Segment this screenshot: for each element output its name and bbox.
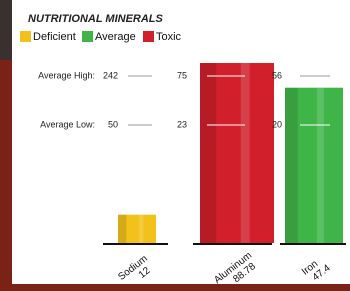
reference-value: 23 [177, 119, 187, 129]
reference-value: 75 [177, 70, 187, 80]
legend-label: Deficient [33, 31, 76, 43]
reference-value: 242 [103, 70, 118, 80]
chart: NUTRITIONAL MINERALS Deficient Average Tox… [0, 0, 350, 291]
legend-label: Average [95, 31, 136, 43]
bar-shade [285, 88, 298, 243]
legend-label: Toxic [156, 31, 182, 43]
legend-swatch [82, 31, 93, 42]
bar-highlight [139, 215, 144, 243]
bar-highlight [241, 63, 250, 243]
legend-swatch [20, 31, 31, 42]
reference-label: Average High: [38, 70, 95, 80]
corner-texture [0, 0, 14, 60]
chart-title: NUTRITIONAL MINERALS [28, 13, 164, 25]
reference-value: 56 [272, 70, 282, 80]
legend-swatch [143, 31, 154, 42]
bar-shade [118, 215, 126, 243]
page: NUTRITIONAL MINERALS Deficient Average Tox… [0, 0, 350, 291]
reference-label: Average Low: [40, 119, 95, 129]
bar-highlight [317, 88, 324, 243]
reference-value: 50 [108, 119, 118, 129]
reference-value: 20 [272, 119, 282, 129]
bar-shade [200, 63, 216, 243]
